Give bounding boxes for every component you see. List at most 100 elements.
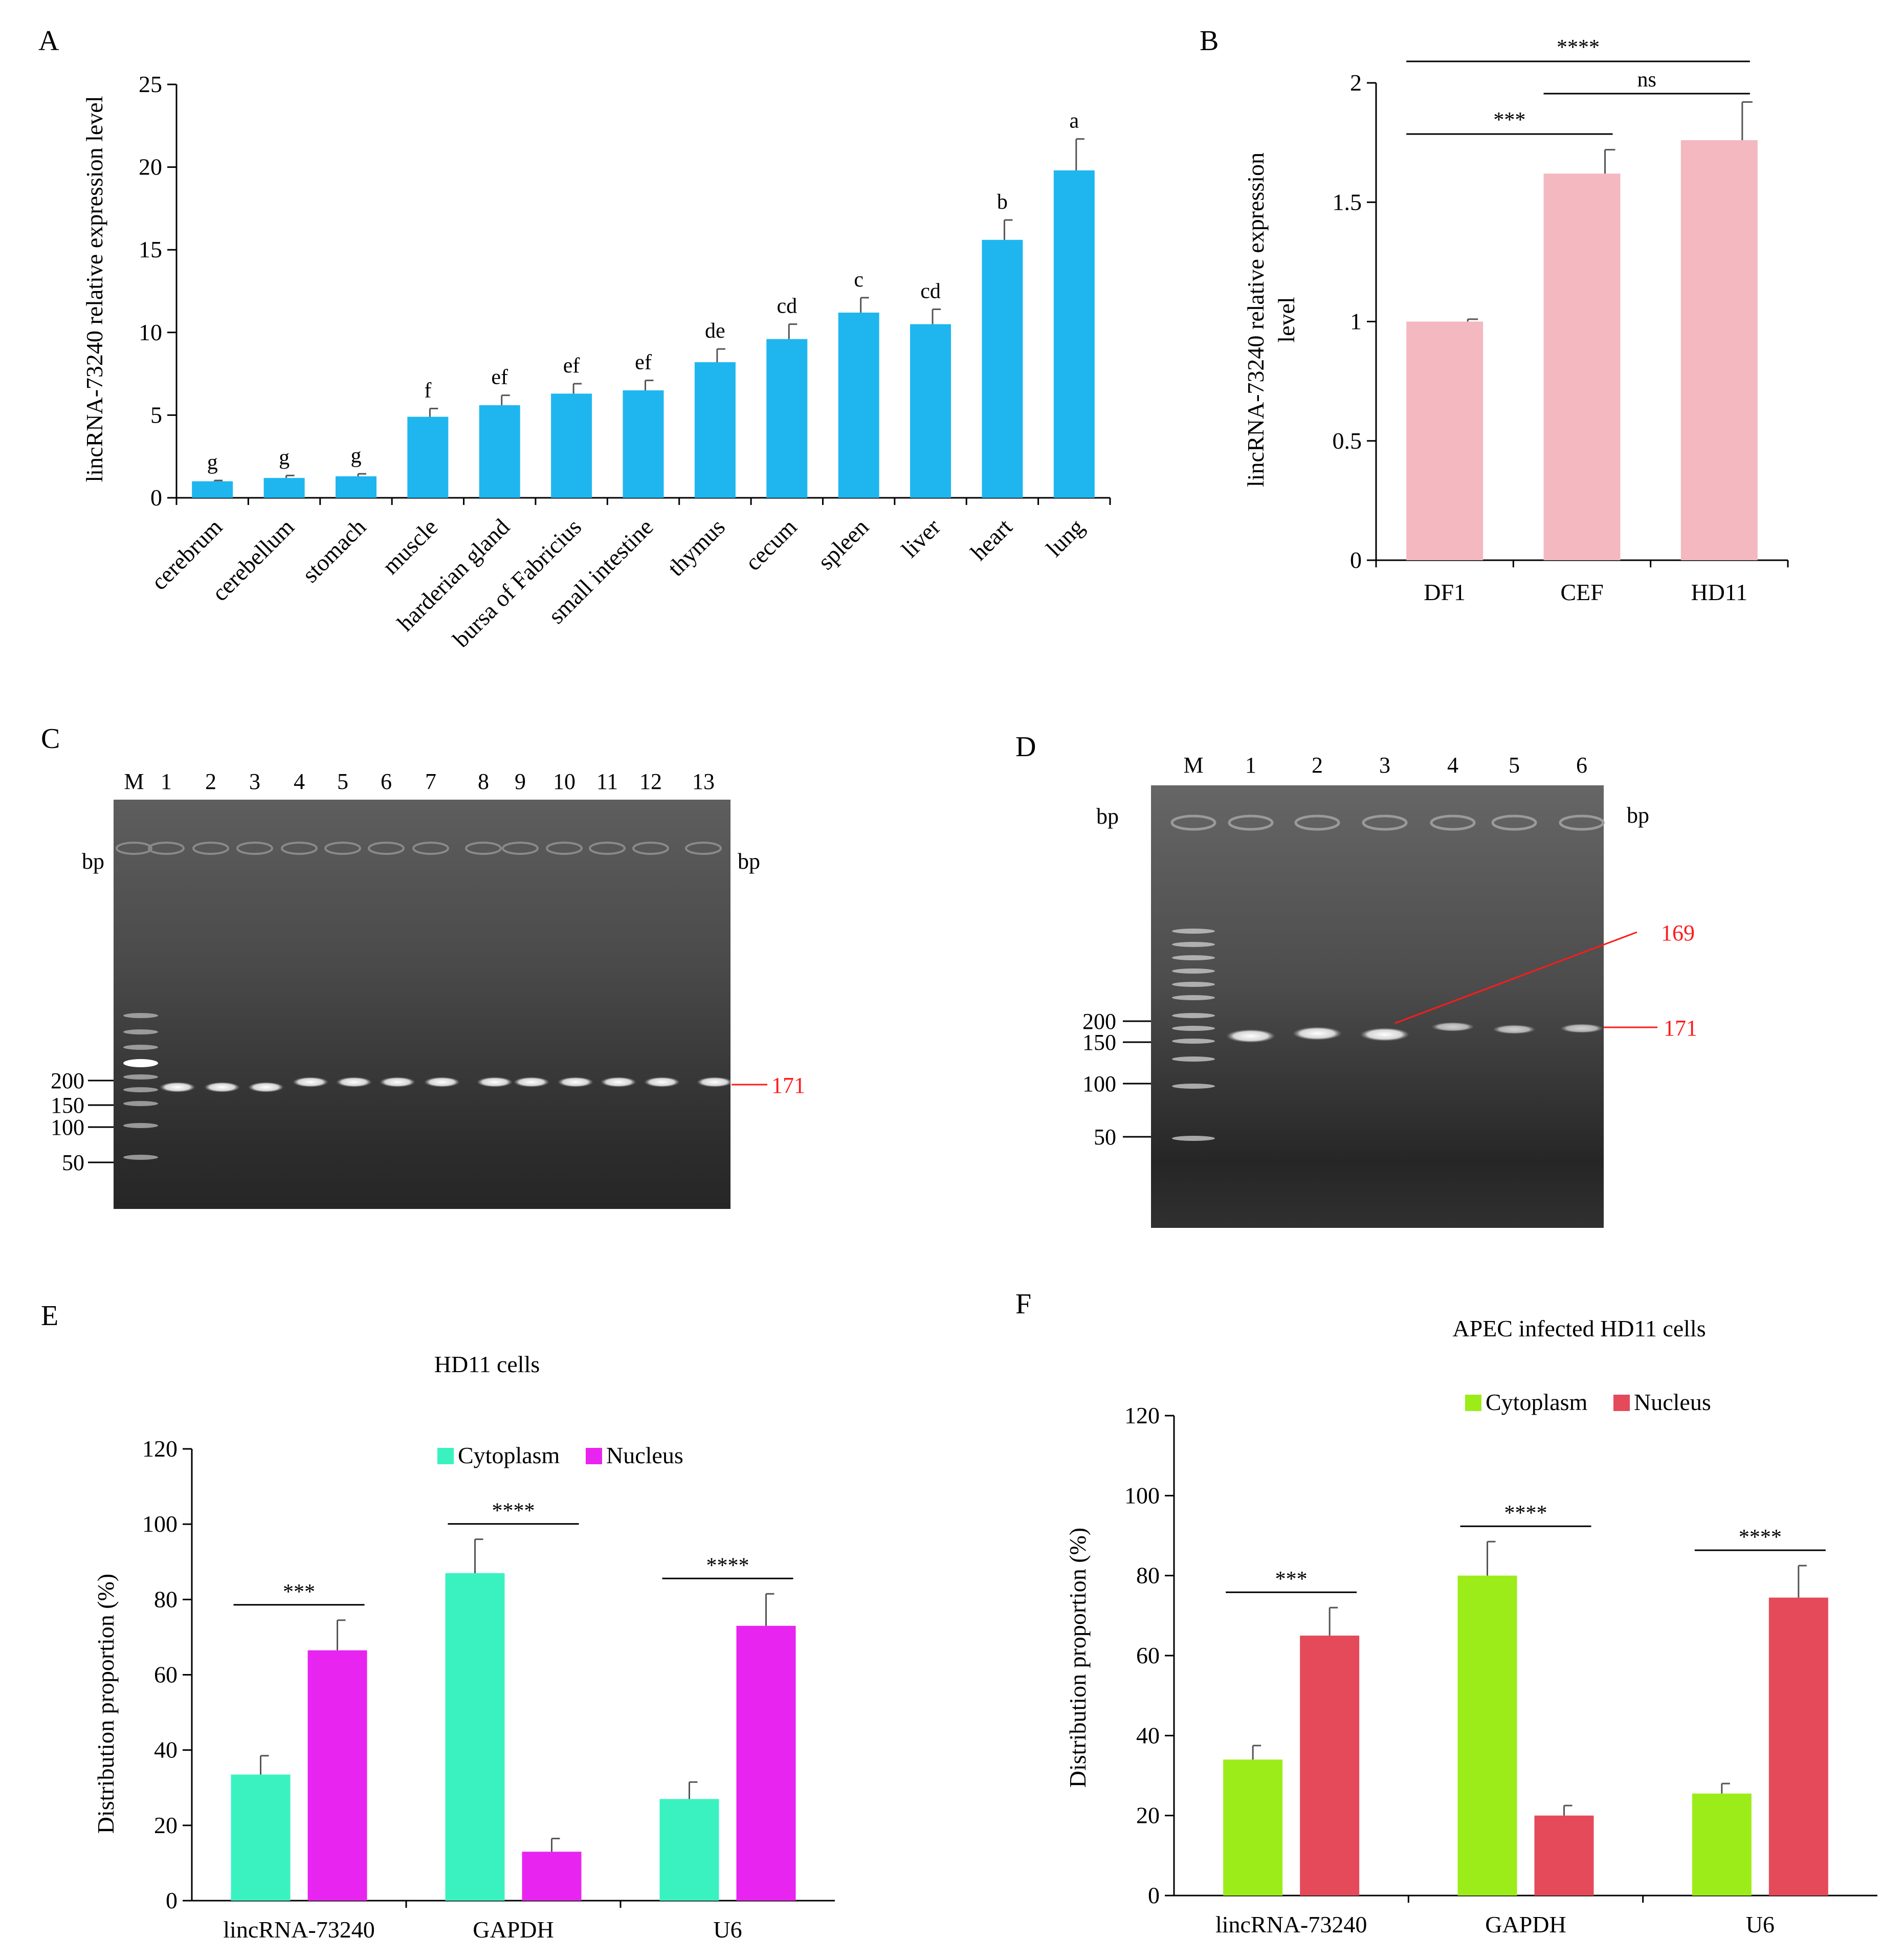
gel-d-upper-pointer [1394, 931, 1637, 1024]
f-y-tick-label: 80 [1136, 1562, 1160, 1589]
gel-d-well [1430, 814, 1476, 831]
gel-c-sample-band [160, 1082, 195, 1092]
panel-f-legend: Cytoplasm Nucleus [1465, 1389, 1711, 1415]
panel-f-bars: *********** [1223, 1502, 1828, 1896]
gel-d-lane-label: 4 [1447, 753, 1458, 778]
a-significance-letter: cd [920, 280, 941, 303]
gel-c-well [324, 842, 361, 855]
e-x-tick-label: lincRNA-73240 [223, 1917, 374, 1943]
gel-d-lane-label: 1 [1245, 753, 1256, 778]
gel-c-well [589, 842, 626, 855]
a-y-tick-label: 10 [139, 319, 162, 345]
f-y-tick-label: 120 [1124, 1402, 1160, 1428]
gel-c-well [502, 842, 539, 855]
f-legend-swatch [1465, 1395, 1481, 1411]
panel-a-label: A [38, 25, 59, 57]
f-y-tick-label: 100 [1124, 1482, 1160, 1508]
gel-c-marker-label: 150 [51, 1093, 84, 1118]
b-significance-label: ns [1637, 68, 1656, 92]
gel-c-well [281, 842, 318, 855]
a-bar [192, 481, 233, 498]
gel-d-sample-band [1493, 1025, 1536, 1034]
gel-c-sample-band [558, 1077, 593, 1087]
f-bar-nucleus [1768, 1597, 1828, 1896]
b-significance-label: *** [1493, 108, 1525, 132]
gel-d-band-label-171: 171 [1664, 1016, 1697, 1041]
gel-c-sample-band [424, 1077, 460, 1087]
a-x-tick-label: heart [965, 514, 1017, 565]
a-y-tick-label: 25 [139, 71, 162, 97]
f-x-tick-label: U6 [1746, 1911, 1775, 1937]
b-x-tick-label: HD11 [1691, 579, 1747, 605]
b-bar [1543, 173, 1621, 560]
gel-c-lane-label: 9 [515, 769, 526, 794]
gel-c-sample-band [601, 1077, 636, 1087]
panel-b-label: B [1200, 25, 1219, 57]
f-bar-cytoplasm [1457, 1575, 1517, 1896]
gel-c-sample-band [336, 1077, 372, 1087]
gel-c-well [685, 842, 722, 855]
gel-c-well [148, 842, 185, 855]
a-significance-letter: ef [563, 354, 580, 378]
e-significance-label: *** [283, 1580, 315, 1604]
gel-c-image [114, 800, 730, 1209]
a-bar [551, 393, 592, 498]
gel-c-ladder-band [123, 1059, 158, 1067]
gel-c-well [192, 842, 229, 855]
f-y-tick-label: 40 [1136, 1722, 1160, 1748]
gel-d-unit-right: bp [1627, 803, 1649, 828]
a-significance-letter: g [350, 444, 361, 468]
gel-c-lane-label: 7 [425, 769, 436, 794]
gel-d-lane-label: 2 [1312, 753, 1323, 778]
panel-d-label: D [1015, 731, 1036, 763]
gel-c-unit-right: bp [738, 849, 760, 874]
panel-e: E HD11 cells Distribution proportion (%)… [41, 1300, 835, 1943]
panel-b-y-axis-label-line2: level [1273, 297, 1299, 342]
e-y-tick-label: 40 [154, 1737, 178, 1763]
f-legend-label: Nucleus [1634, 1389, 1711, 1415]
a-x-tick-label: stomach [297, 514, 371, 587]
gel-c-ladder-band [123, 1087, 158, 1092]
f-significance-label: **** [1504, 1502, 1547, 1525]
panel-b: B lincRNA-73240 relative expression leve… [1200, 25, 1789, 605]
a-x-tick-label: bursa of Fabricius [448, 514, 586, 652]
gel-d-ladder-band [1172, 995, 1215, 1000]
panel-f: F APEC infected HD11 cells Distribution … [1015, 1288, 1877, 1937]
e-bar-cytoplasm [231, 1774, 291, 1901]
e-legend-swatch [586, 1448, 602, 1464]
a-significance-letter: g [207, 451, 218, 474]
a-significance-letter: ef [491, 366, 508, 389]
gel-c-well [116, 842, 152, 855]
gel-d-ladder-band [1172, 1026, 1215, 1031]
a-significance-letter: g [279, 446, 290, 469]
gel-d-ladder-band [1172, 1039, 1215, 1044]
gel-d-ladder-band [1172, 968, 1215, 974]
e-legend-label: Nucleus [606, 1442, 683, 1468]
gel-d-sample-band [1293, 1027, 1342, 1040]
gel-c-lane-label: 2 [205, 769, 216, 794]
b-y-tick-label: 1.5 [1333, 189, 1362, 215]
gel-d-image [1151, 785, 1604, 1228]
a-significance-letter: c [854, 268, 863, 292]
e-y-tick-label: 60 [154, 1662, 178, 1688]
a-bar [910, 324, 951, 498]
gel-d-ladder-band [1172, 1084, 1215, 1089]
gel-c-sample-band [477, 1077, 513, 1087]
gel-c-lane-label: 13 [692, 769, 715, 794]
gel-d-sample-band [1560, 1024, 1603, 1033]
gel-c-lane-labels: M 1 2 3 4 5 6 7 8 9 10 11 12 13 [124, 769, 715, 794]
gel-d-ladder-band [1172, 1013, 1215, 1018]
f-legend-swatch [1613, 1395, 1630, 1411]
panel-f-label: F [1015, 1288, 1031, 1320]
f-significance-label: **** [1739, 1526, 1782, 1549]
e-significance-label: **** [706, 1554, 749, 1577]
gel-c-lane-label: 8 [478, 769, 489, 794]
gel-c-lane-label: 1 [161, 769, 172, 794]
a-bar [982, 239, 1023, 498]
gel-c-sample-band [293, 1077, 328, 1087]
gel-c-well [412, 842, 449, 855]
e-bar-cytoplasm [445, 1573, 505, 1901]
gel-d-well [1170, 814, 1216, 831]
a-y-tick-label: 20 [139, 154, 162, 180]
